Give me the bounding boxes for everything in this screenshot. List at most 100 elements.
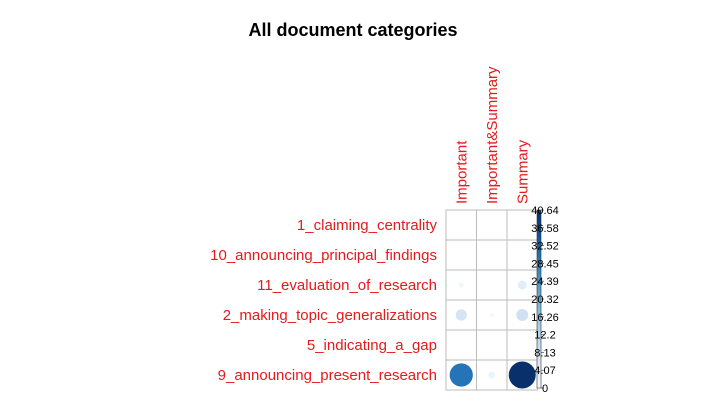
colorbar-segment: [537, 251, 541, 256]
colorbar-segment: [537, 230, 541, 235]
grid-cell: [445, 329, 477, 361]
colorbar-segment: [537, 290, 541, 294]
colorbar-segment: [537, 254, 541, 259]
colorbar-segment: [537, 319, 541, 324]
colorbar-segment: [537, 257, 541, 262]
colorbar-tick-label: 40.64: [531, 205, 559, 217]
colorbar-segment: [537, 263, 541, 267]
colorbar-segment: [537, 349, 541, 353]
colorbar-segment: [537, 337, 541, 342]
data-point: [489, 312, 494, 318]
colorbar-segment: [537, 331, 541, 336]
colorbar-segment: [537, 382, 541, 386]
data-point: [488, 371, 496, 379]
column-label: Important: [453, 140, 470, 204]
colorbar-segment: [537, 287, 541, 291]
row-label: 10_announcing_principal_findings: [210, 247, 437, 264]
colorbar-segment: [537, 385, 541, 389]
colorbar-segment: [537, 296, 541, 300]
row-label: 9_announcing_present_research: [218, 367, 437, 384]
colorbar-segment: [537, 316, 541, 321]
colorbar-segment: [537, 239, 541, 244]
colorbar-segment: [537, 221, 541, 226]
colorbar-segment: [537, 242, 541, 247]
colorbar-segment: [537, 278, 541, 282]
colorbar-segment: [537, 266, 541, 270]
row-label: 1_claiming_centrality: [297, 217, 438, 234]
colorbar-segment: [537, 301, 541, 306]
colorbar-segment: [537, 304, 541, 309]
colorbar-segment: [537, 281, 541, 285]
row-label: 11_evaluation_of_research: [257, 277, 437, 294]
data-point: [517, 280, 527, 290]
colorbar-segment: [537, 370, 541, 374]
data-point: [455, 309, 467, 321]
colorbar-segment: [537, 245, 541, 250]
data-point: [508, 361, 536, 389]
grid-cell: [506, 329, 538, 361]
colorbar-segment: [537, 299, 541, 303]
grid-cell: [476, 209, 508, 241]
colorbar-segment: [537, 224, 541, 229]
colorbar-segment: [537, 260, 541, 264]
colorbar-segment: [537, 293, 541, 297]
grid-cell: [445, 209, 477, 241]
data-point: [458, 282, 464, 288]
grid-cell: [445, 239, 477, 271]
colorbar-tick-label: 0: [542, 383, 548, 395]
row-label: 2_making_topic_generalizations: [223, 307, 437, 324]
colorbar-segment: [537, 376, 541, 380]
colorbar-segment: [537, 340, 541, 345]
chart-title: All document categories: [248, 20, 457, 40]
colorbar-segment: [537, 248, 541, 253]
colorbar-segment: [537, 227, 541, 232]
colorbar-segment: [537, 346, 541, 351]
colorbar-tick-label: 12.2: [534, 330, 555, 342]
column-label: Summary: [514, 139, 531, 204]
grid-cell: [476, 239, 508, 271]
data-point: [449, 363, 473, 387]
colorbar-segment: [537, 272, 541, 276]
colorbar-segment: [537, 373, 541, 377]
colorbar-segment: [537, 379, 541, 383]
colorbar-tick-label: 20.32: [531, 294, 559, 306]
colorbar-segment: [537, 284, 541, 288]
colorbar-tick-label: 16.26: [531, 312, 559, 324]
colorbar-segment: [537, 307, 541, 312]
colorbar-segment: [537, 355, 541, 359]
colorbar-segment: [537, 322, 541, 327]
colorbar-segment: [537, 218, 541, 223]
colorbar-segment: [537, 367, 541, 371]
colorbar-segment: [537, 236, 541, 241]
grid-cell: [476, 329, 508, 361]
grid-cell: [506, 209, 538, 241]
colorbar-segment: [537, 358, 541, 362]
colorbar-tick-label: 32.52: [531, 241, 559, 253]
colorbar-segment: [537, 233, 541, 238]
colorbar-segment: [537, 325, 541, 330]
colorbar-tick-label: 4.07: [534, 365, 555, 377]
colorbar-segment: [537, 210, 541, 214]
colorbar-segment: [537, 334, 541, 339]
colorbar-tick-label: 36.58: [531, 223, 559, 235]
colorbar-segment: [537, 310, 541, 315]
grid-cell: [476, 269, 508, 301]
colorbar-tick-label: 28.45: [531, 258, 559, 270]
colorbar-segment: [537, 343, 541, 348]
data-point: [516, 309, 529, 321]
colorbar-segment: [537, 328, 541, 333]
colorbar-segment: [537, 361, 541, 365]
colorbar-segment: [537, 364, 541, 368]
colorbar-segment: [537, 352, 541, 356]
row-label: 5_indicating_a_gap: [307, 337, 437, 354]
colorbar-segment: [537, 269, 541, 273]
colorbar-segment: [537, 313, 541, 318]
colorbar-tick-label: 24.39: [531, 276, 559, 288]
colorbar-tick-label: 8.13: [534, 347, 555, 359]
colorbar-segment: [537, 275, 541, 279]
column-label: Important&Summary: [484, 66, 501, 204]
colorbar-segment: [537, 215, 541, 220]
colorbar-segment: [537, 212, 541, 217]
